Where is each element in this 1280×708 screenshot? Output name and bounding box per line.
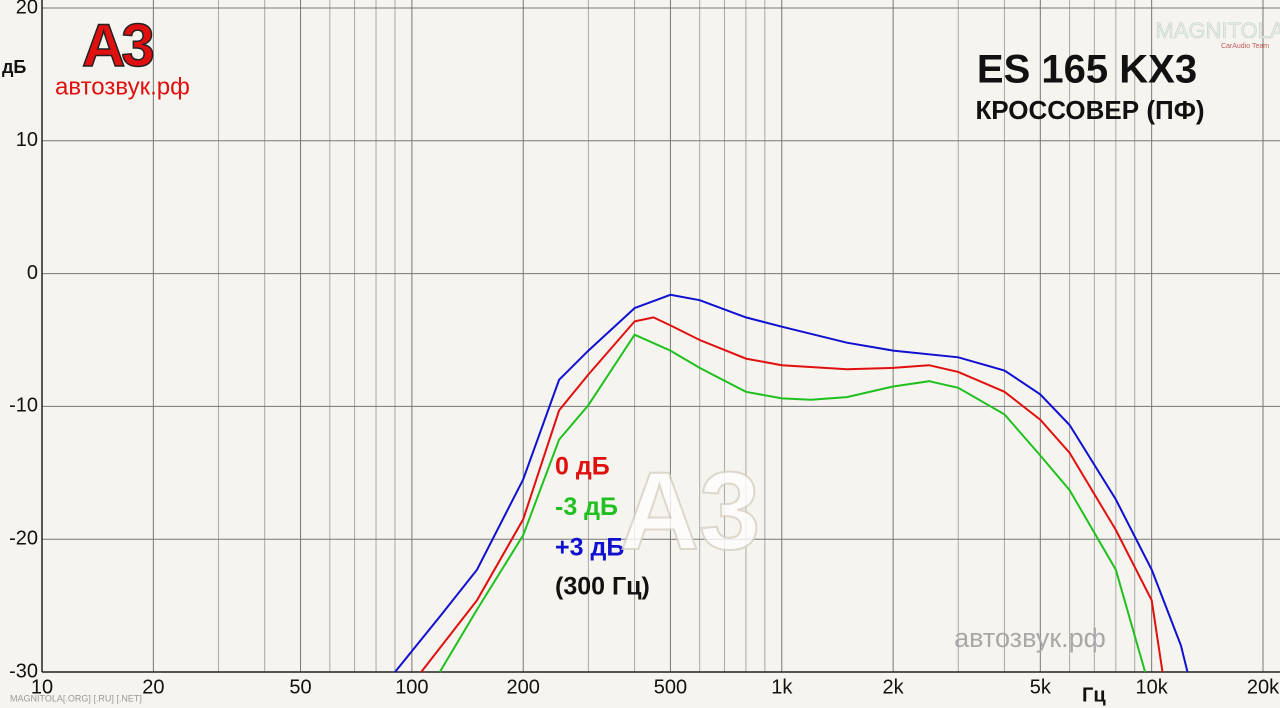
note: (300 Гц) xyxy=(555,573,650,601)
x-tick-label: 20 xyxy=(142,676,164,698)
x-tick-label: 1k xyxy=(771,676,793,698)
y-tick-label: 20 xyxy=(16,0,38,18)
y-tick-label: 0 xyxy=(27,262,38,284)
x-tick-label: 20k xyxy=(1247,676,1280,698)
x-tick-label: 200 xyxy=(507,676,540,698)
footer: MAGNITOLA[.ORG] [.RU] [.NET] xyxy=(10,693,142,703)
logo-site: автозвук.рф xyxy=(55,73,190,100)
series-line xyxy=(438,333,1147,673)
y-tick-label: -20 xyxy=(9,527,38,549)
legend-entry: -3 дБ xyxy=(555,493,618,521)
chart-subtitle: КРОССОВЕР (ПФ) xyxy=(975,95,1204,125)
watermark-logo: A3 xyxy=(620,450,761,573)
labels: 10 20 50 100 200 500 1k 2k 5k 10k 20k20100-10-20-3… xyxy=(9,0,1280,698)
x-tick-label: 10k xyxy=(1136,676,1169,698)
y-tick-label: -30 xyxy=(9,660,38,682)
logo: A3 xyxy=(82,12,153,79)
x-tick-label: 2k xyxy=(883,676,905,698)
series-line xyxy=(420,316,1164,673)
y-tick-label: -10 xyxy=(9,395,38,417)
watermark: автозвук.рф xyxy=(954,623,1106,653)
corner-logo-sub: CarAudio Team xyxy=(1221,43,1269,50)
x-tick-label: 50 xyxy=(289,676,311,698)
x-tick-label: 5k xyxy=(1030,676,1052,698)
grid xyxy=(41,0,1280,673)
corner-logo: MAGNITOLA xyxy=(1155,18,1280,43)
legend-entry: 0 дБ xyxy=(555,453,610,481)
series-line xyxy=(394,293,1189,673)
y-axis-label: дБ xyxy=(2,57,26,77)
x-tick-label: 10 xyxy=(31,676,53,698)
y-tick-label: 10 xyxy=(16,129,38,151)
legend-entry: +3 дБ xyxy=(555,534,624,562)
x-tick-label: 500 xyxy=(654,676,687,698)
chart-title: ES 165 KX3 xyxy=(977,48,1197,92)
x-tick-label: 100 xyxy=(395,676,428,698)
plot-lines xyxy=(394,293,1189,673)
x-axis-label: Гц xyxy=(1082,684,1106,706)
